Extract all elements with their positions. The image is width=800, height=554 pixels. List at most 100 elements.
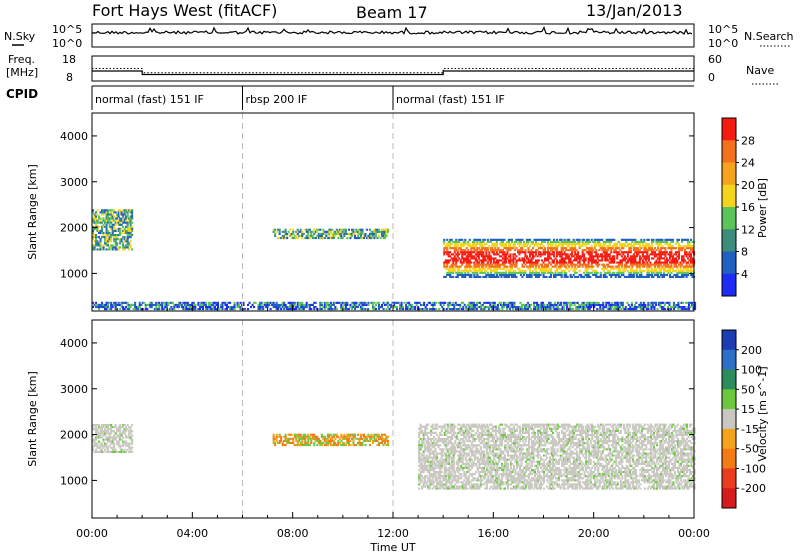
echo-cell [545, 308, 548, 311]
echo-cell [382, 228, 385, 231]
echo-cell [150, 306, 153, 309]
echo-cell [634, 257, 637, 260]
echo-cell [456, 245, 459, 248]
echo-cell [374, 303, 377, 306]
echo-cell [123, 248, 126, 251]
echo-cell [667, 265, 670, 268]
echo-cell [128, 227, 131, 230]
echo-cell [476, 275, 479, 278]
echo-cell [355, 306, 358, 309]
echo-cell [381, 437, 384, 440]
echo-cell [424, 444, 427, 447]
echo-cell [530, 308, 533, 311]
echo-cell [491, 247, 494, 250]
echo-cell [436, 483, 439, 486]
echo-cell [439, 433, 442, 436]
echo-cell [119, 221, 122, 224]
echo-cell [460, 433, 463, 436]
echo-cell [550, 257, 553, 260]
echo-cell [616, 265, 619, 268]
echo-cell [331, 234, 334, 237]
echo-cell [506, 265, 509, 268]
echo-cell [560, 251, 563, 254]
echo-cell [376, 433, 379, 436]
echo-cell [525, 240, 528, 243]
echo-cell [563, 265, 566, 268]
echo-cell [105, 444, 108, 447]
echo-cell [447, 271, 450, 274]
echo-cell [446, 462, 449, 465]
echo-cell [501, 251, 504, 254]
echo-cell [283, 234, 286, 237]
echo-cell [659, 303, 662, 306]
echo-cell [313, 232, 316, 235]
echo-cell [550, 245, 553, 248]
echo-cell [316, 444, 319, 447]
echo-cell [332, 234, 335, 237]
echo-cell [584, 249, 587, 252]
echo-cell [470, 251, 473, 254]
echo-cell [680, 301, 683, 304]
echo-cell [126, 242, 129, 245]
echo-cell [422, 466, 425, 469]
echo-cell [293, 444, 296, 447]
echo-cell [572, 308, 575, 311]
echo-cell [435, 301, 438, 304]
echo-cell [451, 456, 454, 459]
echo-cell [674, 265, 677, 268]
echo-cell [105, 306, 108, 309]
echo-cell [123, 217, 126, 220]
echo-cell [95, 227, 98, 230]
echo-cell [476, 247, 479, 250]
echo-cell [634, 247, 637, 250]
echo-cell [556, 251, 559, 254]
echo-cell [625, 251, 628, 254]
echo-cell [337, 439, 340, 442]
echo-cell [590, 238, 593, 241]
echo-cell [671, 259, 674, 262]
echo-cell [107, 430, 110, 433]
echo-cell [424, 481, 427, 484]
echo-cell [443, 442, 446, 445]
echo-cell [464, 242, 467, 245]
echo-cell [425, 425, 428, 428]
echo-cell [662, 247, 665, 250]
echo-cell [617, 271, 620, 274]
echo-cell [473, 271, 476, 274]
echo-cell [346, 433, 349, 436]
echo-cell [311, 303, 314, 306]
echo-cell [114, 438, 117, 441]
echo-cell [440, 450, 443, 453]
echo-cell [512, 259, 515, 262]
echo-cell [110, 442, 113, 445]
echo-cell [519, 269, 522, 272]
echo-cell [295, 230, 298, 233]
echo-cell [528, 306, 531, 309]
echo-cell [610, 247, 613, 250]
echo-cell [301, 308, 304, 311]
echo-cell [555, 308, 558, 311]
echo-cell [421, 442, 424, 445]
noise-panel-frame [91, 23, 695, 48]
echo-cell [349, 234, 352, 237]
echo-cell [644, 242, 647, 245]
echo-cell [457, 444, 460, 447]
echo-cell [605, 245, 608, 248]
echo-cell [563, 303, 566, 306]
echo-cell [601, 267, 604, 270]
echo-cell [547, 245, 550, 248]
echo-cell [665, 257, 668, 260]
echo-cell [331, 232, 334, 235]
echo-cell [539, 238, 542, 241]
echo-cell [558, 303, 561, 306]
echo-cell [659, 261, 662, 264]
echo-cell [455, 481, 458, 484]
echo-cell [632, 261, 635, 264]
echo-cell [571, 251, 574, 254]
echo-cell [548, 242, 551, 245]
echo-cell [299, 441, 302, 444]
echo-cell [584, 257, 587, 260]
echo-cell [96, 436, 99, 439]
echo-cell [119, 436, 122, 439]
